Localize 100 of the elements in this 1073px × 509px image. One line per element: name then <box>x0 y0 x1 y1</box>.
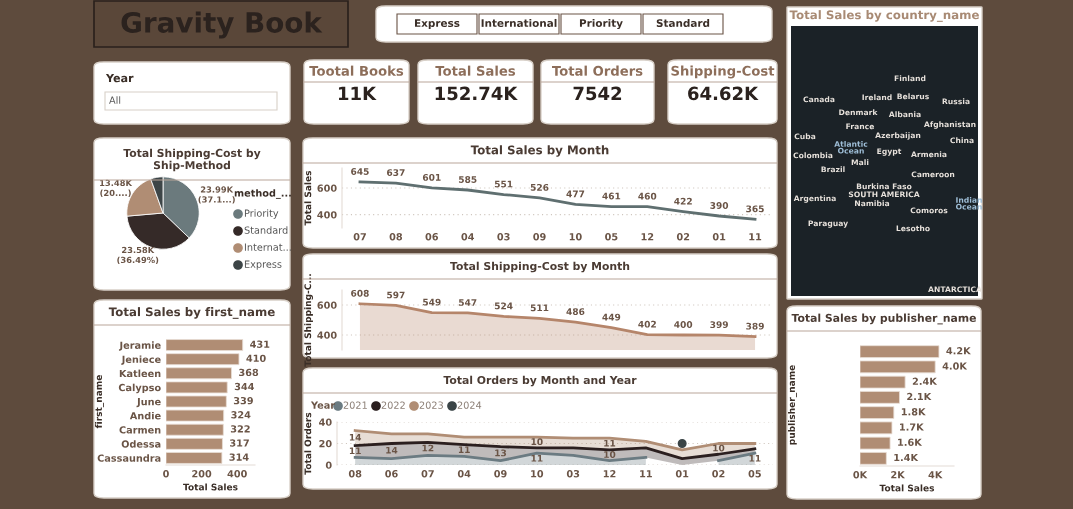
x-tick-label: 05 <box>605 233 618 241</box>
x-tick-label: 03 <box>566 470 580 478</box>
legend-label: 2021 <box>343 401 367 409</box>
data-label: 422 <box>674 197 692 205</box>
data-label: 399 <box>710 321 728 329</box>
bar <box>860 360 936 374</box>
x-tick-label: 12 <box>603 470 616 478</box>
data-label: 486 <box>566 308 585 315</box>
data-label: 477 <box>566 190 585 198</box>
text: Total Sales by country_name <box>789 10 979 22</box>
text: Total Orders <box>552 65 643 76</box>
data-label: 1.8K <box>901 408 926 416</box>
x-tick-label: 12 <box>641 233 654 241</box>
bar <box>860 375 906 389</box>
data-label: 4.2K <box>946 347 971 355</box>
legend-label: Standard <box>244 226 288 234</box>
data-label: 23.99K (37.1...) <box>198 186 235 204</box>
y-tick-label: Jeniece <box>121 355 161 365</box>
data-label: 1.4K <box>894 453 919 462</box>
data-label: 461 <box>602 192 621 200</box>
data-label: 460 <box>638 192 657 200</box>
data-label: 23.58K (36.49%) <box>117 246 159 265</box>
y-tick-label: Cassaundra <box>97 454 161 462</box>
y-tick-label: Andie <box>129 411 161 420</box>
legend-label: Priority <box>244 209 279 219</box>
y-axis-title: Total Orders <box>304 412 312 475</box>
data-label: 2.1K <box>907 392 932 401</box>
x-tick-label: 09 <box>533 233 546 241</box>
data-label: 344 <box>234 382 255 391</box>
data-label: 585 <box>458 176 477 183</box>
data-label: 511 <box>530 304 549 312</box>
y-tick-label: Carmen <box>119 426 161 434</box>
data-label: 339 <box>233 396 253 405</box>
y-axis-title: first_name <box>95 375 104 429</box>
x-tick-label: 01 <box>712 233 726 241</box>
data-label: 11 <box>604 439 616 447</box>
data-label: 14 <box>386 446 398 454</box>
text: Priority <box>579 18 623 30</box>
data-label: 11 <box>531 455 543 462</box>
x-tick-label: 09 <box>494 470 507 478</box>
x-tick-label: 06 <box>425 233 439 241</box>
bar <box>860 406 895 419</box>
data-label: 324 <box>231 411 251 419</box>
x-tick-label: 04 <box>461 233 475 241</box>
text: Shipping-Cost <box>671 65 775 79</box>
bar <box>166 423 224 436</box>
data-label: 13.48K (20....) <box>100 179 133 198</box>
data-label: 368 <box>239 368 259 377</box>
data-label: 2.4K <box>912 377 938 385</box>
y-tick-label: Odessa <box>121 440 161 448</box>
legend-label: 2024 <box>457 401 482 409</box>
data-label: 549 <box>423 298 441 306</box>
data-label: 449 <box>602 313 621 321</box>
y-tick-label: 600 <box>317 184 337 192</box>
data-label: 400 <box>674 321 693 328</box>
data-label: 526 <box>530 183 549 191</box>
text: 11K <box>338 86 377 100</box>
data-label: 637 <box>387 169 405 176</box>
data-label: 601 <box>422 173 441 181</box>
data-label: 10 <box>604 451 616 458</box>
text: 7542 <box>573 86 622 101</box>
data-label: 11 <box>749 455 761 462</box>
legend-title: method_... <box>234 189 291 199</box>
x-tick-label: 05 <box>748 470 761 478</box>
data-label: 10 <box>713 444 725 452</box>
y-tick-label: 400 <box>317 331 337 339</box>
y-tick-label: 20 <box>319 439 332 448</box>
legend-label: 2023 <box>419 401 443 409</box>
text: International <box>481 18 557 28</box>
data-label: 402 <box>638 320 656 328</box>
x-tick-label: 2K <box>891 471 906 479</box>
x-axis-title: Total Sales <box>879 484 935 492</box>
data-label: 322 <box>230 425 250 433</box>
x-tick-label: 02 <box>712 470 725 478</box>
data-label: 365 <box>746 205 764 213</box>
text: Standard <box>656 18 710 28</box>
data-label: 317 <box>230 439 249 447</box>
data-label: 645 <box>351 168 369 175</box>
x-tick-label: 11 <box>749 233 762 241</box>
chart-title: Total Orders by Month and Year <box>443 375 637 387</box>
x-tick-label: 06 <box>385 470 398 478</box>
y-tick-label: June <box>136 398 161 408</box>
text: Total Sales <box>435 65 516 76</box>
x-tick-label: 07 <box>421 470 434 478</box>
x-tick-label: 07 <box>353 233 366 241</box>
data-label: 11 <box>349 447 361 455</box>
y-tick-label: Calypso <box>118 383 161 394</box>
x-tick-label: 10 <box>569 233 582 241</box>
chart-title: Total Shipping-Cost by Ship-Method <box>123 148 261 172</box>
x-tick-label: 0 <box>163 470 169 478</box>
x-tick-label: 11 <box>640 470 652 478</box>
data-label: 314 <box>229 453 249 461</box>
chart-title: Total Sales by publisher_name <box>791 313 976 325</box>
y-axis-title: Total Sales <box>304 170 312 226</box>
bar <box>860 391 900 404</box>
text: Express <box>415 19 460 30</box>
x-tick-label: 01 <box>675 470 689 478</box>
data-label: 1.6K <box>898 438 923 446</box>
chart-title: Total Sales by first_name <box>108 307 275 319</box>
data-label: 524 <box>494 302 513 310</box>
